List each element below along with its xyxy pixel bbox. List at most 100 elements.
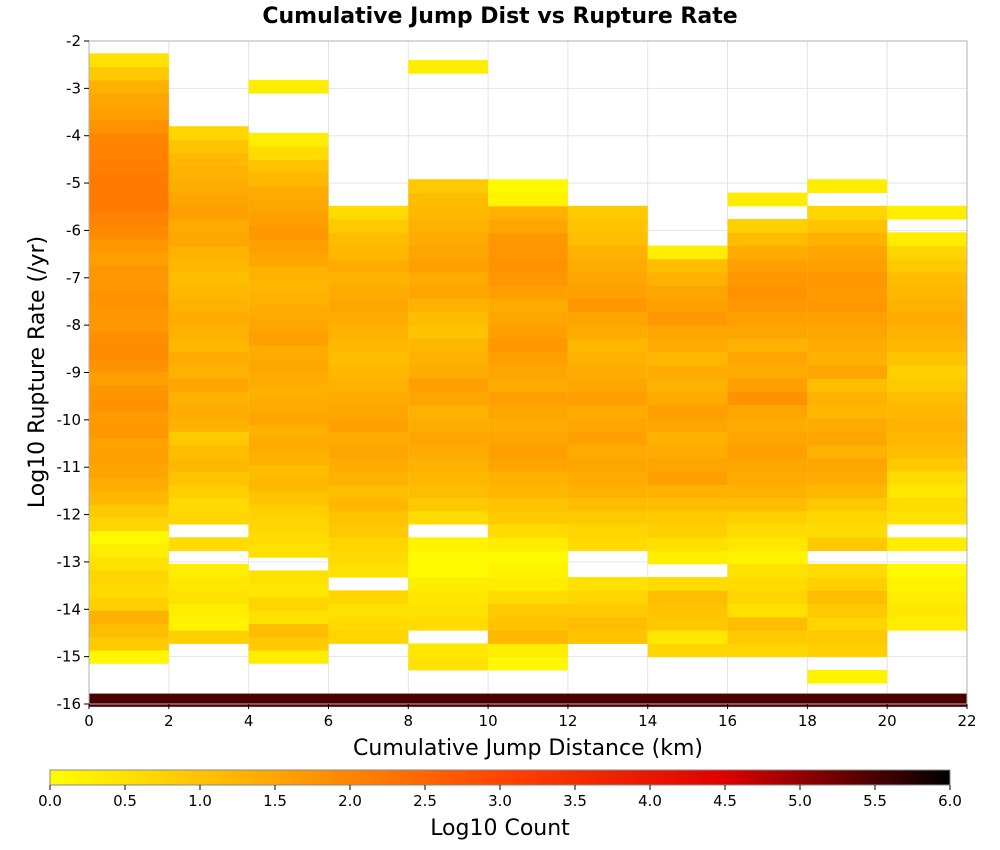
heatmap-cell xyxy=(727,471,808,485)
heatmap-cell xyxy=(168,404,249,419)
heatmap-cell xyxy=(248,305,329,320)
heatmap-cell xyxy=(248,477,329,492)
heatmap-cell xyxy=(168,471,249,485)
heatmap-cell xyxy=(89,437,169,452)
heatmap-cell xyxy=(89,172,169,187)
heatmap-cell xyxy=(168,391,249,406)
heatmap-cell xyxy=(647,630,728,644)
heatmap-cell xyxy=(408,192,489,207)
heatmap-cell xyxy=(807,616,888,631)
heatmap-cell xyxy=(727,417,808,432)
heatmap-cell xyxy=(887,444,967,459)
heatmap-cell xyxy=(408,179,489,194)
heatmap-cell xyxy=(727,258,808,273)
heatmap-cell xyxy=(248,464,329,479)
heatmap-cell xyxy=(887,404,967,419)
heatmap-cell xyxy=(408,311,489,326)
heatmap-cell xyxy=(248,517,329,532)
heatmap-cell xyxy=(567,471,648,485)
heatmap-cell xyxy=(248,490,329,505)
heatmap-cell xyxy=(647,325,728,339)
heatmap-cell xyxy=(727,590,808,605)
colorbar-tick-label: 0.5 xyxy=(113,792,137,810)
heatmap-cell xyxy=(89,119,169,134)
heatmap-cell xyxy=(89,504,169,518)
heatmap-cell xyxy=(887,311,967,326)
x-tick-label: 18 xyxy=(798,712,817,730)
heatmap-cell xyxy=(567,510,648,525)
heatmap-cell xyxy=(567,444,648,459)
heatmap-cell xyxy=(168,577,249,591)
heatmap-cell xyxy=(248,636,329,651)
heatmap-cell xyxy=(488,245,568,260)
heatmap-cell xyxy=(168,351,249,366)
heatmap-cell xyxy=(727,391,808,406)
heatmap-cell xyxy=(328,590,409,605)
heatmap-cell xyxy=(328,351,409,366)
x-axis-ticks: 0 2 4 6 8 10 12 14 16 18 20 22 xyxy=(84,704,977,730)
heatmap-cell xyxy=(89,265,169,280)
heatmap-cell xyxy=(89,159,169,174)
heatmap-cell xyxy=(328,524,409,538)
heatmap-cell xyxy=(248,583,329,598)
heatmap-cell xyxy=(328,258,409,273)
heatmap-cell xyxy=(647,258,728,273)
heatmap-cell xyxy=(408,484,489,499)
heatmap-cell xyxy=(408,272,489,286)
heatmap-cell xyxy=(807,219,888,233)
y-tick-label: -13 xyxy=(57,553,82,571)
heatmap-cell xyxy=(488,550,568,565)
heatmap-cell xyxy=(488,577,568,591)
colorbar-tick-label: 5.0 xyxy=(788,792,812,810)
heatmap-cell xyxy=(887,497,967,512)
heatmap-cell xyxy=(567,351,648,366)
heatmap-cell xyxy=(488,643,568,658)
heatmap-cell xyxy=(89,185,169,200)
y-tick-label: -5 xyxy=(66,174,81,192)
heatmap-cell xyxy=(89,132,169,147)
heatmap-cell xyxy=(408,205,489,220)
heatmap-cell xyxy=(807,325,888,339)
heatmap-cell xyxy=(248,185,329,200)
heatmap-cells xyxy=(89,53,967,707)
heatmap-cell xyxy=(807,643,888,658)
heatmap-cell xyxy=(89,636,169,651)
heatmap-cell xyxy=(488,338,568,353)
colorbar-tick-label: 3.5 xyxy=(563,792,587,810)
heatmap-cell xyxy=(89,79,169,94)
heatmap-cell xyxy=(807,232,888,247)
colorbar-label: Log10 Count xyxy=(430,816,570,841)
heatmap-cell xyxy=(727,550,808,565)
heatmap-cell xyxy=(328,471,409,485)
heatmap-cell xyxy=(647,590,728,605)
heatmap-cell xyxy=(807,484,888,499)
x-tick-label: 10 xyxy=(479,712,498,730)
heatmap-cell xyxy=(488,417,568,432)
heatmap-cell xyxy=(647,603,728,618)
heatmap-cell xyxy=(89,106,169,121)
heatmap-cell xyxy=(328,510,409,525)
heatmap-cell xyxy=(567,457,648,472)
heatmap-cell xyxy=(807,590,888,605)
heatmap-cell xyxy=(567,219,648,233)
heatmap-cell xyxy=(89,93,169,107)
heatmap-cell xyxy=(248,265,329,280)
heatmap-cell xyxy=(89,610,169,624)
y-tick-label: -9 xyxy=(66,364,81,382)
heatmap-cell xyxy=(488,524,568,538)
heatmap-cell xyxy=(168,417,249,432)
heatmap-cell xyxy=(408,351,489,366)
heatmap-cell xyxy=(408,245,489,260)
heatmap-cell xyxy=(567,338,648,353)
heatmap-cell xyxy=(248,596,329,611)
heatmap-cell xyxy=(647,471,728,485)
heatmap-cell xyxy=(89,146,169,160)
heatmap-cell xyxy=(488,364,568,379)
heatmap-cell xyxy=(89,623,169,638)
colorbar-tick-label: 4.5 xyxy=(713,792,737,810)
y-tick-label: -8 xyxy=(66,316,81,334)
heatmap-cell xyxy=(248,345,329,359)
heatmap-cell xyxy=(328,537,409,552)
heatmap-cell xyxy=(248,437,329,452)
heatmap-cell xyxy=(647,378,728,392)
